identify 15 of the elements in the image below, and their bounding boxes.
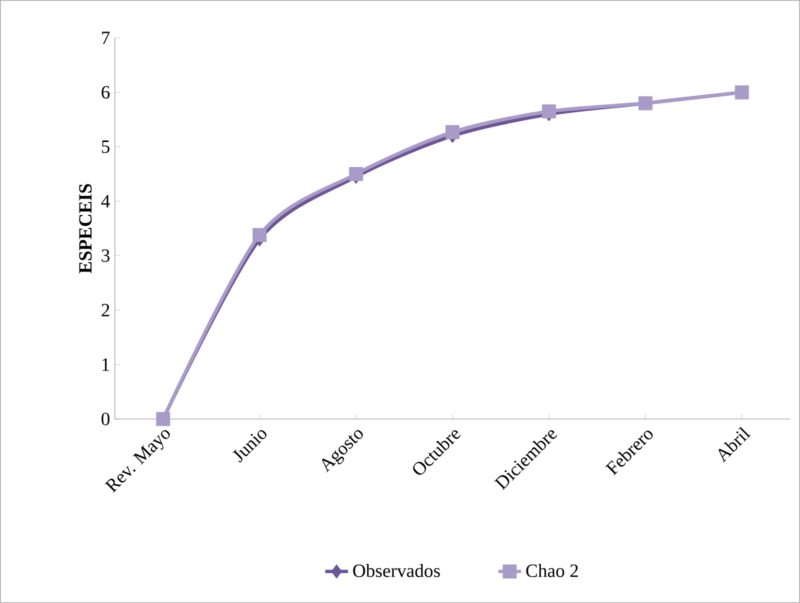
legend-label: Observados [353,564,440,578]
point [349,167,364,182]
y-tick-label: 3 [102,249,110,262]
y-tick-label: 0 [102,412,110,426]
y-tick-label: 5 [102,140,110,154]
point [542,104,556,118]
y-axis-title: ESPECEIS [79,184,92,274]
y-tick-label: 6 [102,86,110,99]
legend-label: Chao 2 [526,564,578,578]
y-tick-label: 1 [102,358,110,371]
y-tick-label: 2 [102,304,110,316]
y-tick-label: 7 [102,32,110,44]
point [446,125,460,140]
point [252,228,267,242]
y-tick-label: 4 [101,195,110,208]
